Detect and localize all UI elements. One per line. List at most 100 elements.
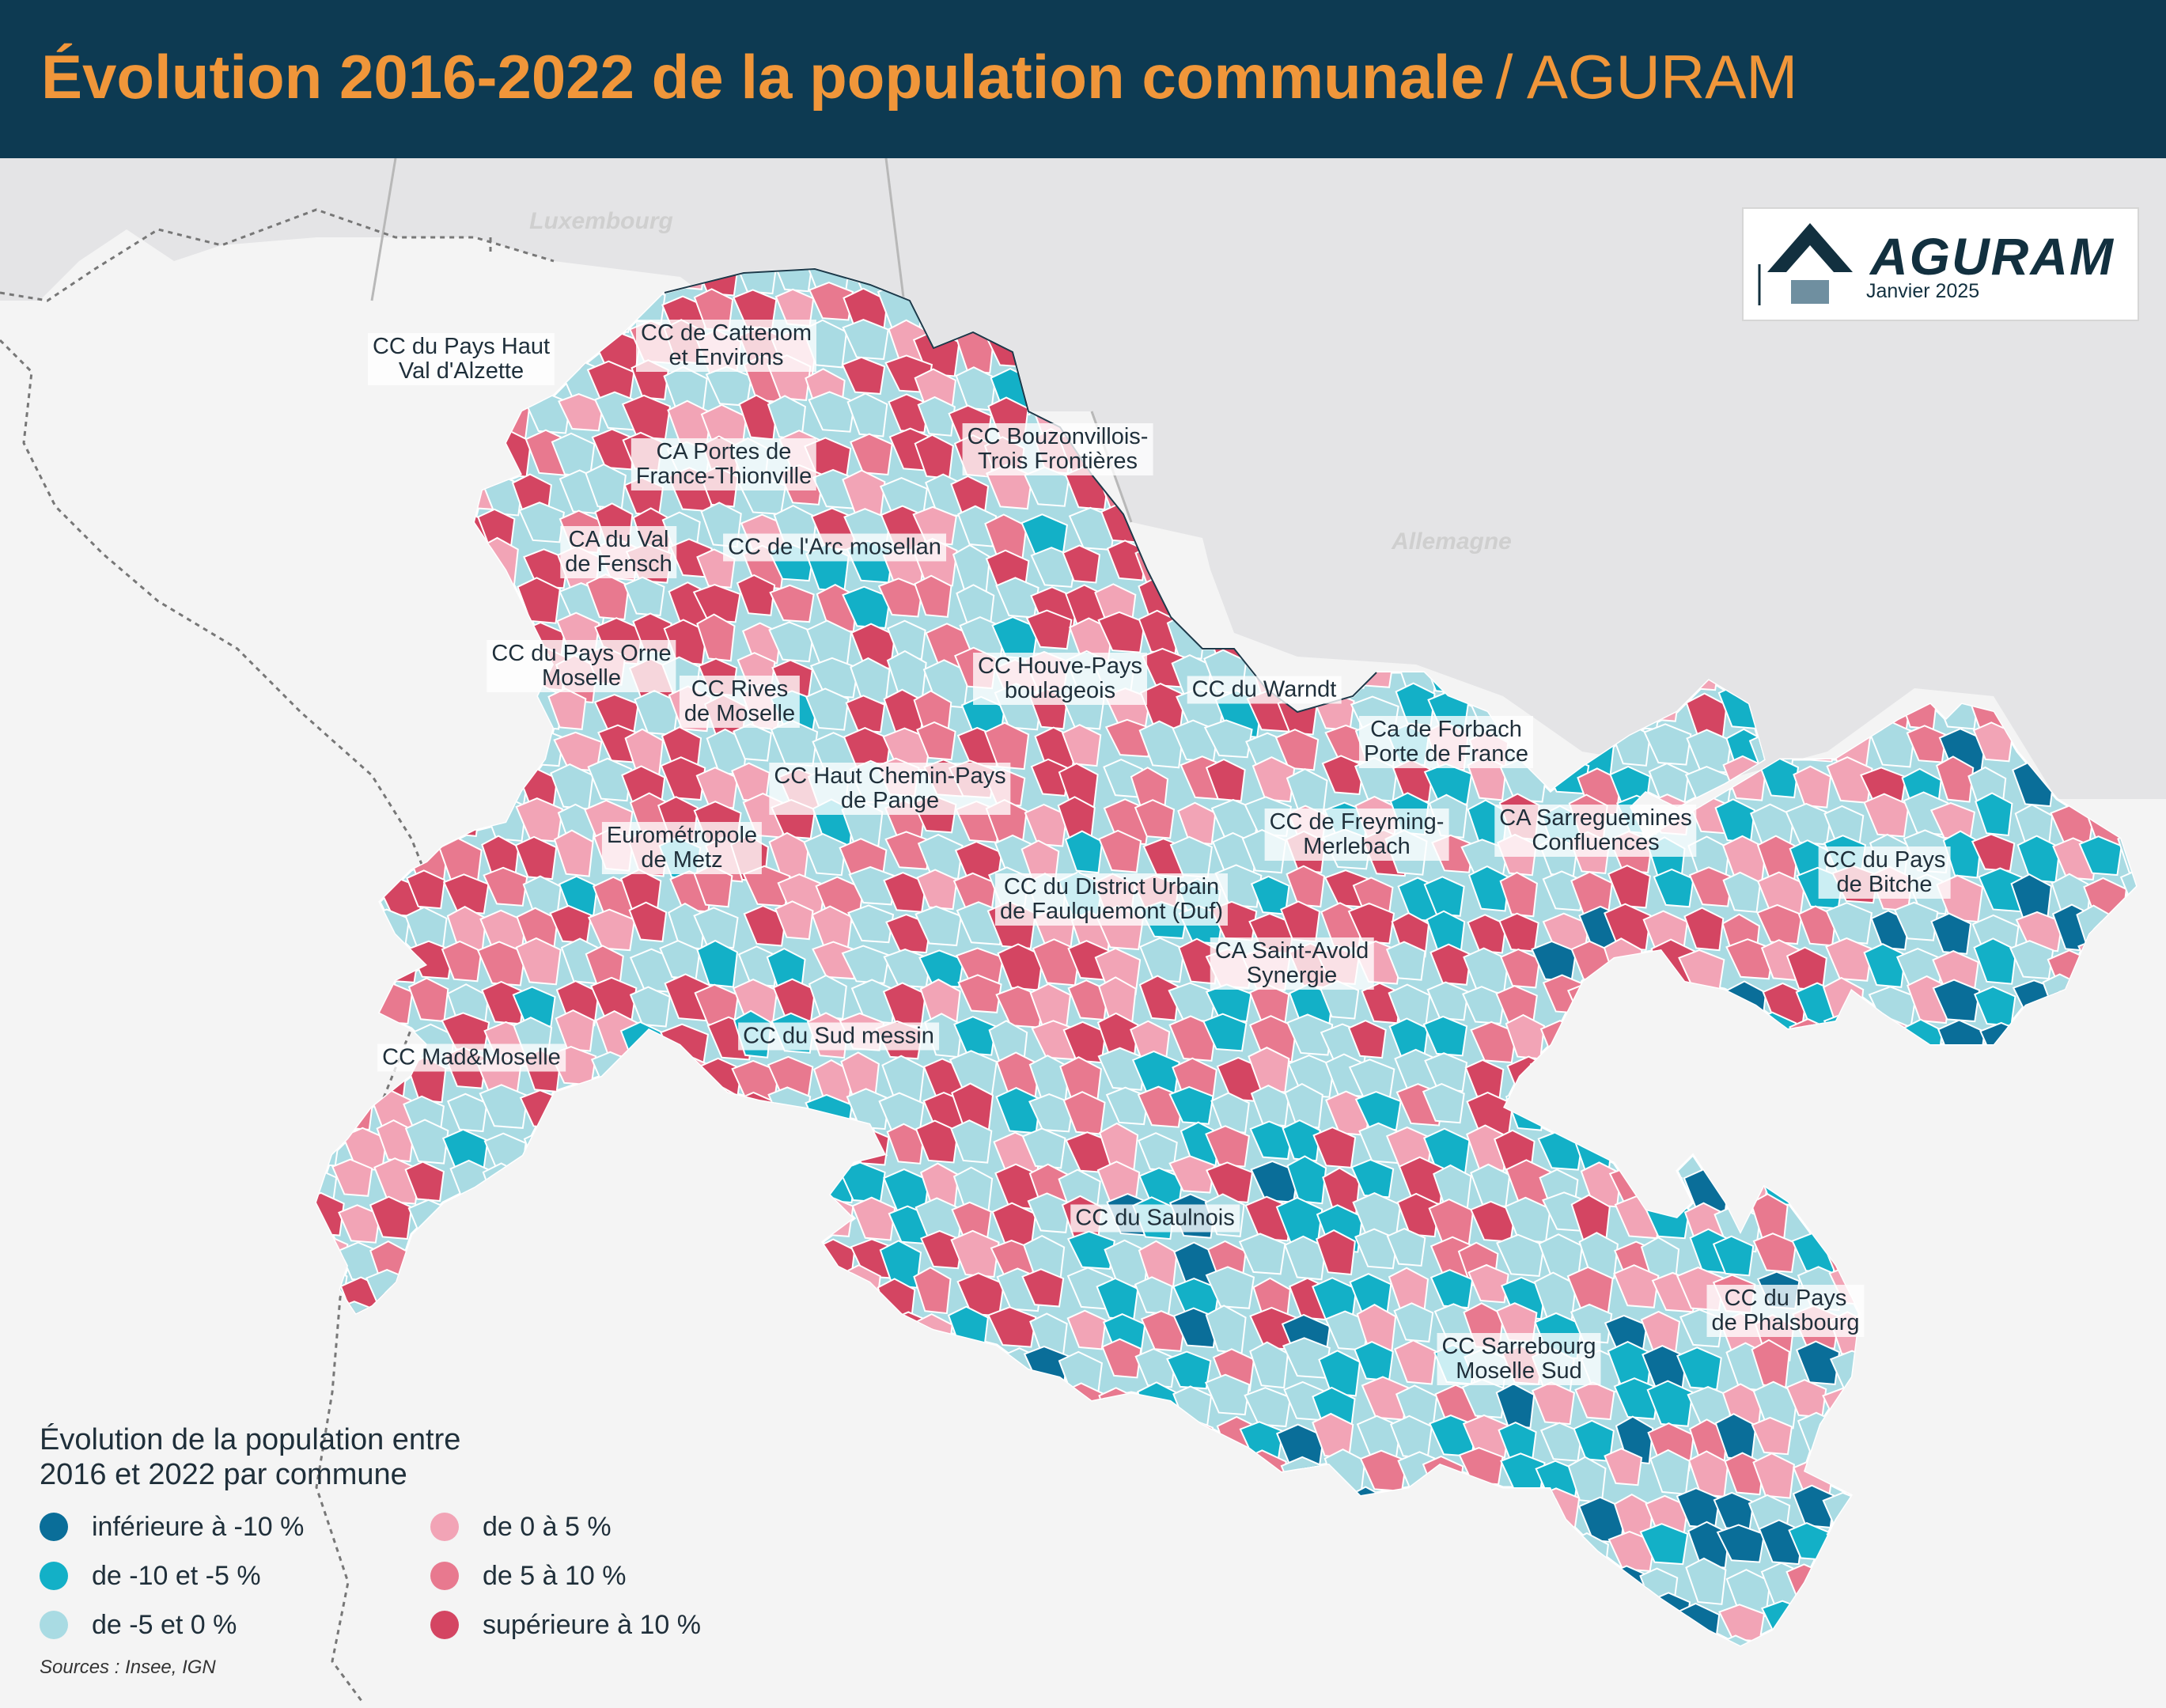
commune-cell bbox=[1504, 1196, 1551, 1244]
commune-cell bbox=[627, 1274, 668, 1320]
commune-cell bbox=[1786, 1046, 1826, 1092]
commune-cell bbox=[1315, 1229, 1356, 1276]
commune-cell bbox=[840, 1051, 880, 1100]
commune-cell bbox=[336, 803, 377, 852]
commune-cell bbox=[376, 269, 416, 298]
commune-cell bbox=[736, 1302, 778, 1349]
commune-cell bbox=[1386, 1228, 1426, 1267]
commune-cell bbox=[958, 1601, 1002, 1646]
commune-cell bbox=[593, 694, 639, 733]
commune-cell bbox=[1977, 1270, 2020, 1315]
commune-cell bbox=[512, 1161, 557, 1205]
commune-cell bbox=[1059, 1056, 1102, 1106]
commune-cell bbox=[914, 1445, 962, 1490]
commune-cell bbox=[1653, 868, 1695, 908]
commune-cell bbox=[1901, 1091, 1951, 1130]
commune-cell bbox=[1180, 1564, 1218, 1608]
commune-cell bbox=[1861, 1345, 1908, 1392]
commune-cell bbox=[335, 649, 378, 690]
region-label: CC Haut Chemin-Pays de Pange bbox=[769, 763, 1011, 815]
commune-cell bbox=[1902, 1265, 1946, 1315]
commune-cell bbox=[1247, 1528, 1294, 1573]
commune-cell bbox=[1756, 903, 1803, 945]
commune-cell bbox=[1896, 1346, 1937, 1394]
commune-cell bbox=[549, 1120, 596, 1167]
commune-cell bbox=[884, 1566, 927, 1609]
commune-cell bbox=[2114, 1126, 2136, 1174]
commune-cell bbox=[339, 1348, 388, 1396]
commune-cell bbox=[406, 1272, 454, 1319]
commune-cell bbox=[515, 1302, 555, 1349]
commune-cell bbox=[1205, 1125, 1251, 1168]
commune-cell bbox=[1288, 1484, 1335, 1527]
commune-cell bbox=[1643, 723, 1692, 766]
commune-cell bbox=[623, 1234, 668, 1278]
commune-cell bbox=[2044, 1205, 2091, 1254]
commune-cell bbox=[808, 1384, 853, 1426]
commune-cell bbox=[1097, 611, 1146, 653]
commune-cell bbox=[846, 392, 888, 437]
choropleth-map: Luxembourg Allemagne CC du Pays Haut Val… bbox=[0, 157, 2166, 1705]
commune-cell bbox=[1932, 979, 1981, 1023]
commune-cell bbox=[1024, 1414, 1069, 1461]
commune-cell bbox=[699, 1164, 740, 1212]
commune-cell bbox=[1724, 1128, 1767, 1167]
commune-cell bbox=[331, 469, 373, 509]
commune-cell bbox=[333, 1054, 373, 1101]
commune-cell bbox=[1467, 1641, 1517, 1646]
commune-cell bbox=[949, 1566, 997, 1608]
commune-cell bbox=[1979, 1021, 2028, 1066]
commune-cell bbox=[1312, 1412, 1354, 1459]
commune-cell bbox=[1210, 1452, 1255, 1499]
commune-cell bbox=[445, 430, 490, 472]
commune-cell bbox=[1573, 1021, 1615, 1068]
commune-cell bbox=[1029, 1312, 1068, 1355]
commune-cell bbox=[1566, 1266, 1614, 1313]
commune-cell bbox=[1979, 1203, 2024, 1250]
commune-cell bbox=[842, 469, 886, 517]
commune-cell bbox=[406, 1239, 449, 1286]
commune-cell bbox=[1639, 1523, 1689, 1566]
legend-swatch bbox=[40, 1562, 68, 1590]
commune-cell bbox=[843, 1308, 881, 1353]
commune-cell bbox=[916, 721, 956, 761]
commune-cell bbox=[984, 513, 1028, 562]
commune-cell bbox=[408, 428, 453, 473]
commune-cell bbox=[2045, 1488, 2089, 1529]
commune-cell bbox=[914, 1346, 954, 1393]
legend: Évolution de la population entre 2016 et… bbox=[40, 1422, 799, 1691]
commune-cell bbox=[1615, 1634, 1654, 1646]
commune-cell bbox=[342, 946, 390, 993]
commune-cell bbox=[1138, 1132, 1178, 1172]
commune-cell bbox=[1573, 1419, 1615, 1462]
commune-cell bbox=[480, 767, 529, 808]
commune-cell bbox=[1975, 792, 2013, 837]
commune-cell bbox=[1894, 1307, 1938, 1355]
commune-cell bbox=[696, 939, 739, 988]
commune-cell bbox=[589, 1305, 632, 1345]
commune-cell bbox=[1972, 1119, 2016, 1167]
commune-cell bbox=[1567, 1456, 1607, 1504]
commune-cell bbox=[621, 1059, 662, 1101]
commune-cell bbox=[960, 1456, 1005, 1501]
commune-cell bbox=[2112, 938, 2136, 982]
commune-cell bbox=[406, 869, 446, 910]
commune-cell bbox=[1284, 1082, 1323, 1129]
commune-cell bbox=[1207, 1488, 1246, 1528]
legend-item: supérieure à 10 % bbox=[430, 1608, 701, 1642]
commune-cell bbox=[1386, 1566, 1436, 1610]
commune-cell bbox=[1247, 1630, 1286, 1646]
commune-cell bbox=[1971, 1486, 2011, 1528]
commune-cell bbox=[334, 435, 377, 485]
commune-cell bbox=[1322, 1557, 1364, 1598]
commune-cell bbox=[590, 1233, 638, 1282]
commune-cell bbox=[2048, 1602, 2092, 1646]
commune-cell bbox=[1675, 1059, 1716, 1106]
commune-cell bbox=[843, 1605, 887, 1646]
region-label: CC Houve-Pays boulageois bbox=[973, 653, 1147, 705]
commune-cell bbox=[2088, 1167, 2136, 1216]
commune-cell bbox=[1280, 900, 1321, 943]
commune-cell bbox=[452, 653, 492, 695]
commune-cell bbox=[1169, 835, 1213, 878]
commune-cell bbox=[1642, 1167, 1683, 1210]
